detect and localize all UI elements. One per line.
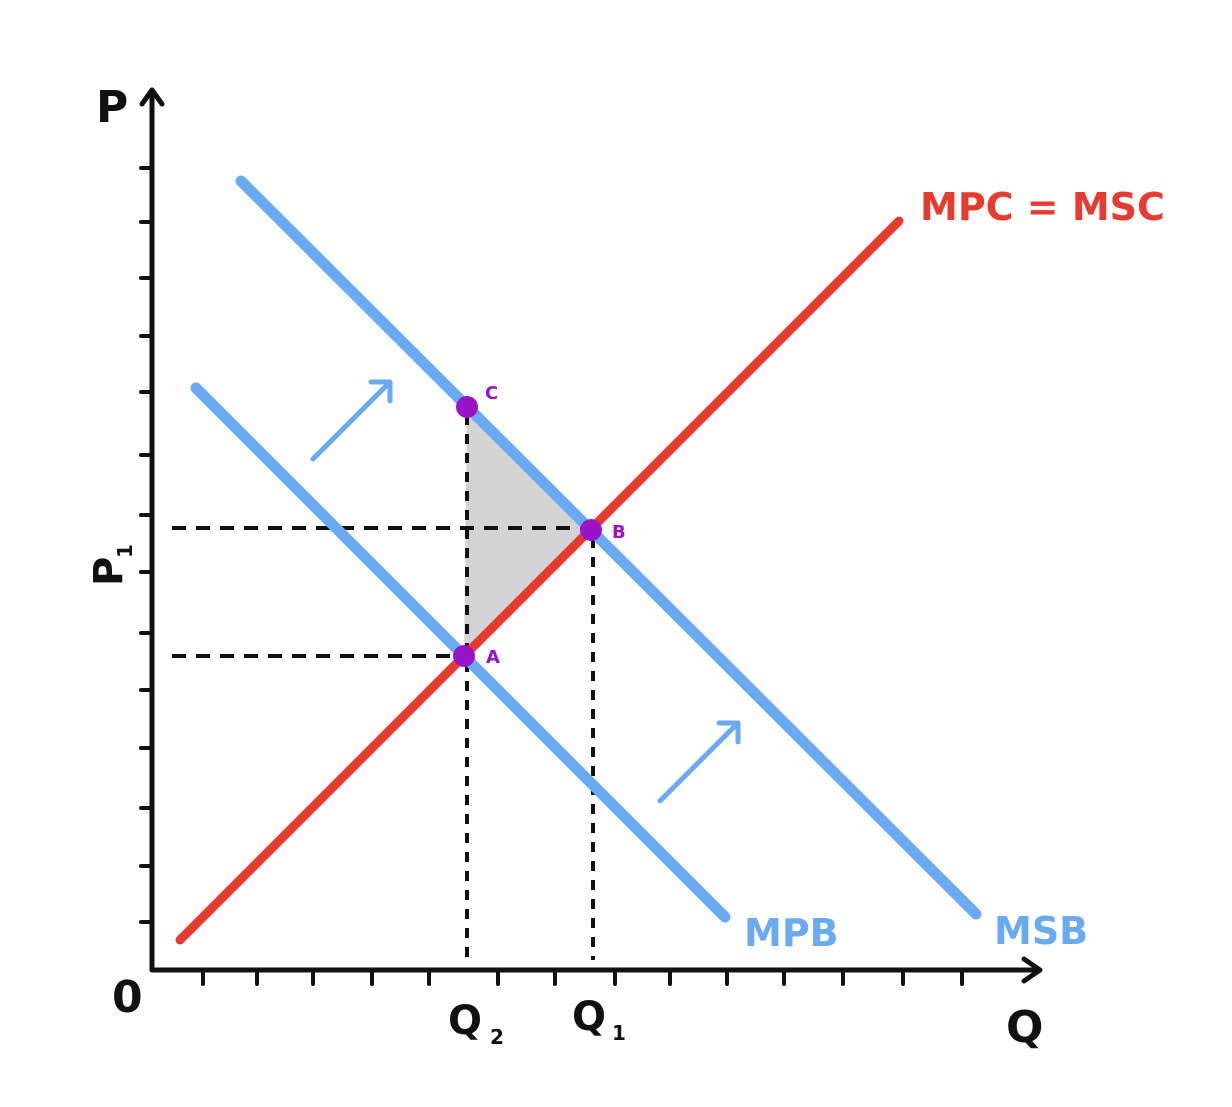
point-a-label: A: [486, 647, 500, 668]
point-b-label: B: [612, 522, 626, 543]
y-axis-label: P: [96, 82, 128, 133]
welfare-gain-area: [464, 407, 591, 656]
q2-main: Q: [448, 998, 482, 1044]
axes: [139, 87, 1043, 984]
msb-curve: [235, 175, 982, 920]
q1-main: Q: [572, 994, 606, 1040]
msb-curve-label: MSB: [994, 909, 1088, 953]
supply-curve-label: MPC = MSC: [920, 185, 1165, 229]
q1-sub: 1: [612, 1021, 626, 1045]
guide-lines: [172, 415, 595, 960]
point-c: [456, 396, 478, 418]
y-axis-arrowhead: [139, 87, 165, 107]
origin-label: 0: [112, 972, 143, 1023]
mpb-curve-label: MPB: [744, 911, 839, 955]
point-b: [580, 519, 602, 541]
x-axis-label: Q: [1006, 1002, 1043, 1053]
arrow-right-up-icon: [310, 379, 393, 462]
x-axis-arrowhead: [1021, 956, 1043, 984]
point-c-label: C: [485, 383, 498, 404]
point-a: [453, 645, 475, 667]
supply-curve: [175, 216, 904, 945]
p1-main: P: [86, 557, 132, 586]
p1-tick-label: P 1: [86, 544, 137, 586]
tick-marks: [139, 166, 964, 986]
q2-sub: 2: [490, 1025, 504, 1049]
arrow-right-up-icon: [657, 720, 741, 804]
p1-sub: 1: [113, 544, 137, 558]
